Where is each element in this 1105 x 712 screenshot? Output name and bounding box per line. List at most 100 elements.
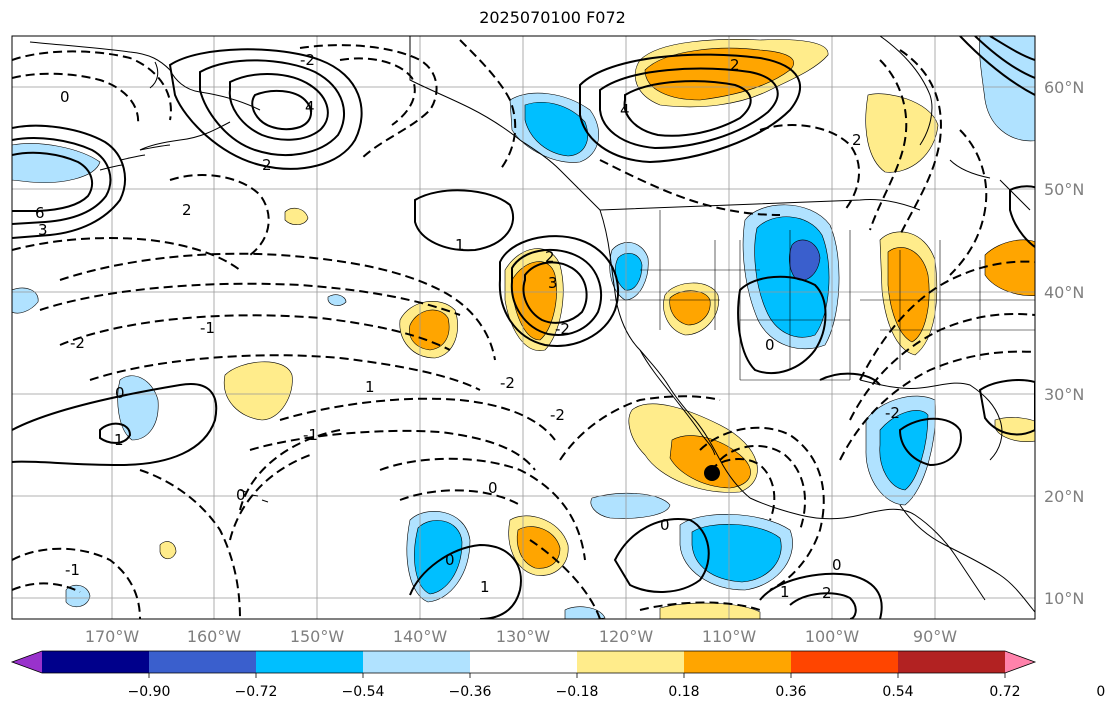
colorbar-extension-low <box>12 651 42 673</box>
colorbar-segment <box>791 651 899 673</box>
contour-label: -2 <box>70 334 85 352</box>
negative-fill-region <box>691 524 782 583</box>
colorbar-segment <box>363 651 471 673</box>
negative-contour <box>839 350 1035 461</box>
positive-fill-region <box>669 435 751 489</box>
contour-label: 1 <box>780 583 790 601</box>
lat-label-10n: 10°N <box>1044 589 1084 608</box>
colorbar-tick-label: 0.36 <box>775 684 806 700</box>
aleutian-islands <box>99 144 171 171</box>
positive-fill-region <box>516 526 561 569</box>
positive-contour <box>99 422 132 444</box>
negative-fill-region <box>117 375 159 441</box>
contour-label: 1 <box>114 431 124 449</box>
contour-label: 2 <box>730 56 740 74</box>
canada-border <box>599 199 921 211</box>
negative-contour <box>39 282 461 316</box>
negative-fill-region <box>524 102 588 157</box>
baja-coastline <box>639 349 716 456</box>
map-area: 0 4 6 3 2 -2 -1 2 4 1 2 3 -2 1 -1 1 -2 -… <box>12 36 1035 619</box>
colorbar-outline <box>10 650 1037 674</box>
colorbar-tick-label: 0.90 <box>1096 684 1105 700</box>
positive-contour <box>251 89 312 131</box>
positive-fill-region <box>669 290 711 326</box>
negative-contour <box>139 469 241 619</box>
lon-label-150w: 150°W <box>290 627 345 646</box>
positive-contour <box>498 235 620 347</box>
lat-label-50n: 50°N <box>1044 180 1084 199</box>
colorbar-tick-label: 0.18 <box>668 684 699 700</box>
location-marker <box>704 465 720 481</box>
colorbar-segment <box>256 651 364 673</box>
northeast-coastline <box>949 159 1031 211</box>
us-states <box>610 210 1035 381</box>
lon-label-130w: 130°W <box>496 627 551 646</box>
colorbar-segment <box>42 651 150 673</box>
negative-contour <box>759 124 861 211</box>
contour-label: 1 <box>480 578 490 596</box>
negative-fill-region <box>789 239 821 281</box>
positive-fill-region <box>984 239 1035 296</box>
colorbar-ticks <box>148 673 1006 678</box>
lon-label-90w: 90°W <box>913 627 957 646</box>
central-america-coastline <box>899 504 1035 613</box>
colorbar-segment <box>684 651 792 673</box>
colorbar-tick-label: −0.72 <box>235 684 278 700</box>
mexico-coastline <box>749 497 986 601</box>
colorbar-segment <box>898 651 1006 673</box>
contour-label: 6 <box>35 204 45 222</box>
contour-label: 2 <box>545 248 555 266</box>
negative-contour <box>12 582 81 593</box>
colorbar-segments <box>10 650 1037 674</box>
contour-label: 2 <box>262 156 272 174</box>
negative-contour <box>949 129 988 276</box>
contour-labels: 0 4 6 3 2 -2 -1 2 4 1 2 3 -2 1 -1 1 -2 -… <box>35 51 900 602</box>
coastlines <box>29 36 1035 613</box>
negative-contour <box>699 426 825 591</box>
negative-contour <box>12 237 241 271</box>
contour-label: -1 <box>303 426 318 444</box>
positive-contour <box>12 124 126 239</box>
positive-contour <box>409 543 522 619</box>
contour-label: 1 <box>455 236 465 254</box>
alaska-coastline <box>29 41 261 151</box>
negative-contour <box>279 397 556 441</box>
negative-contour <box>399 489 521 506</box>
negative-fill-region <box>65 584 91 608</box>
contour-label: -1 <box>200 319 215 337</box>
contour-label: 0 <box>832 556 842 574</box>
positive-fill-region <box>994 417 1035 442</box>
positive-contour <box>819 372 962 467</box>
contour-label: 4 <box>620 101 630 119</box>
lat-label-20n: 20°N <box>1044 487 1084 506</box>
latitude-labels: 60°N 50°N 40°N 30°N 20°N 10°N <box>1044 78 1084 608</box>
lon-label-120w: 120°W <box>599 627 654 646</box>
lat-label-30n: 30°N <box>1044 385 1084 404</box>
negative-contour <box>169 174 270 256</box>
colorbar: −0.90 −0.72 −0.54 −0.36 −0.18 0.18 0.36 … <box>10 650 1105 700</box>
negative-contour <box>89 354 481 391</box>
gulf-coastline <box>859 379 1003 461</box>
us-west-coastline <box>599 209 751 499</box>
negative-contour <box>859 260 1035 381</box>
positive-fill-region <box>865 93 939 173</box>
negative-contour <box>559 395 721 461</box>
positive-contour <box>12 383 218 467</box>
colorbar-tick-label: −0.36 <box>449 684 492 700</box>
negative-contour <box>12 72 140 126</box>
positive-contour <box>978 379 1035 436</box>
colorbar-tick-label: −0.18 <box>556 684 599 700</box>
negative-fill-region <box>879 410 929 491</box>
contour-label: 0 <box>765 336 775 354</box>
contour-label: 2 <box>822 584 832 602</box>
negative-contour <box>459 39 517 171</box>
contour-label: 0 <box>488 479 498 497</box>
positive-contour <box>12 137 112 225</box>
positive-contour <box>12 151 94 212</box>
contour-label: 2 <box>182 201 192 219</box>
colorbar-segment <box>470 651 578 673</box>
negative-fill-region <box>327 294 347 306</box>
negative-contour <box>849 312 1035 421</box>
negative-contour <box>12 547 141 619</box>
